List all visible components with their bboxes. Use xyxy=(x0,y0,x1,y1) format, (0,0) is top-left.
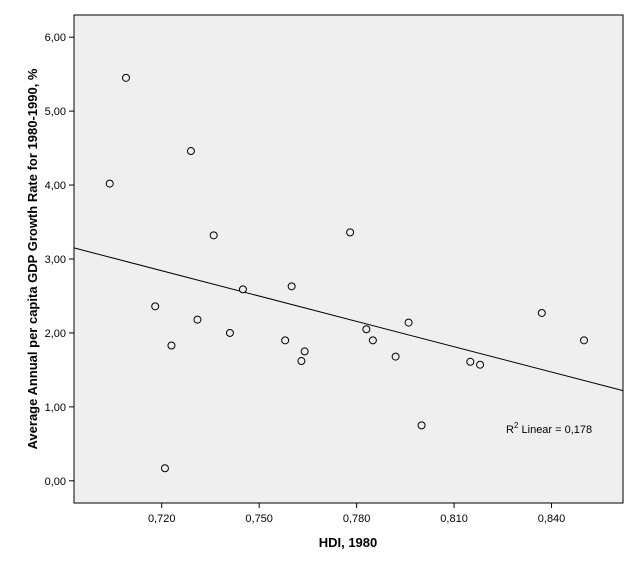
scatter-point xyxy=(281,336,290,345)
scatter-point xyxy=(225,328,234,337)
r-squared-annotation: R2 Linear = 0,178 xyxy=(506,421,592,436)
scatter-point xyxy=(186,147,195,156)
scatter-point xyxy=(121,73,130,82)
x-tick-label: 0,810 xyxy=(440,513,468,525)
x-tick-label: 0,720 xyxy=(148,513,176,525)
x-tick-label: 0,750 xyxy=(245,513,273,525)
scatter-point xyxy=(417,421,426,430)
y-tick-label: 0,00 xyxy=(45,476,66,488)
x-axis-ticks: 0,720 0,750 0,780 0,810 0,840 xyxy=(148,503,565,525)
y-tick-label: 2,00 xyxy=(45,328,66,340)
scatter-point xyxy=(346,228,355,237)
scatter-point xyxy=(297,357,306,366)
scatter-point xyxy=(105,179,114,188)
scatter-point xyxy=(476,360,485,369)
x-tick-label: 0,840 xyxy=(538,513,566,525)
plot-area xyxy=(73,14,624,504)
linear-fit-line xyxy=(73,247,624,392)
scatter-point xyxy=(287,282,296,291)
scatter-point xyxy=(209,231,218,240)
scatter-point xyxy=(300,347,309,356)
y-tick-label: 6,00 xyxy=(45,32,66,44)
y-tick-label: 3,00 xyxy=(45,254,66,266)
y-tick-label: 1,00 xyxy=(45,402,66,414)
scatter-point xyxy=(404,318,413,327)
scatter-point xyxy=(160,464,169,473)
scatter-point xyxy=(362,325,371,334)
x-tick-label: 0,780 xyxy=(343,513,371,525)
y-tick-label: 4,00 xyxy=(45,180,66,192)
y-axis-title: Average Annual per capita GDP Growth Rat… xyxy=(25,68,40,449)
data-points xyxy=(105,73,589,473)
scatter-point xyxy=(391,352,400,361)
scatter-point xyxy=(580,336,589,345)
y-tick-label: 5,00 xyxy=(45,106,66,118)
scatter-point xyxy=(238,285,247,294)
scatter-point xyxy=(151,302,160,311)
scatter-point xyxy=(193,315,202,324)
y-axis-ticks: 0,00 1,00 2,00 3,00 4,00 5,00 6,00 xyxy=(45,32,74,488)
scatter-point xyxy=(368,336,377,345)
x-axis-title: HDI, 1980 xyxy=(319,535,378,550)
scatter-point xyxy=(167,341,176,350)
scatter-point xyxy=(466,357,475,366)
scatter-point xyxy=(537,308,546,317)
